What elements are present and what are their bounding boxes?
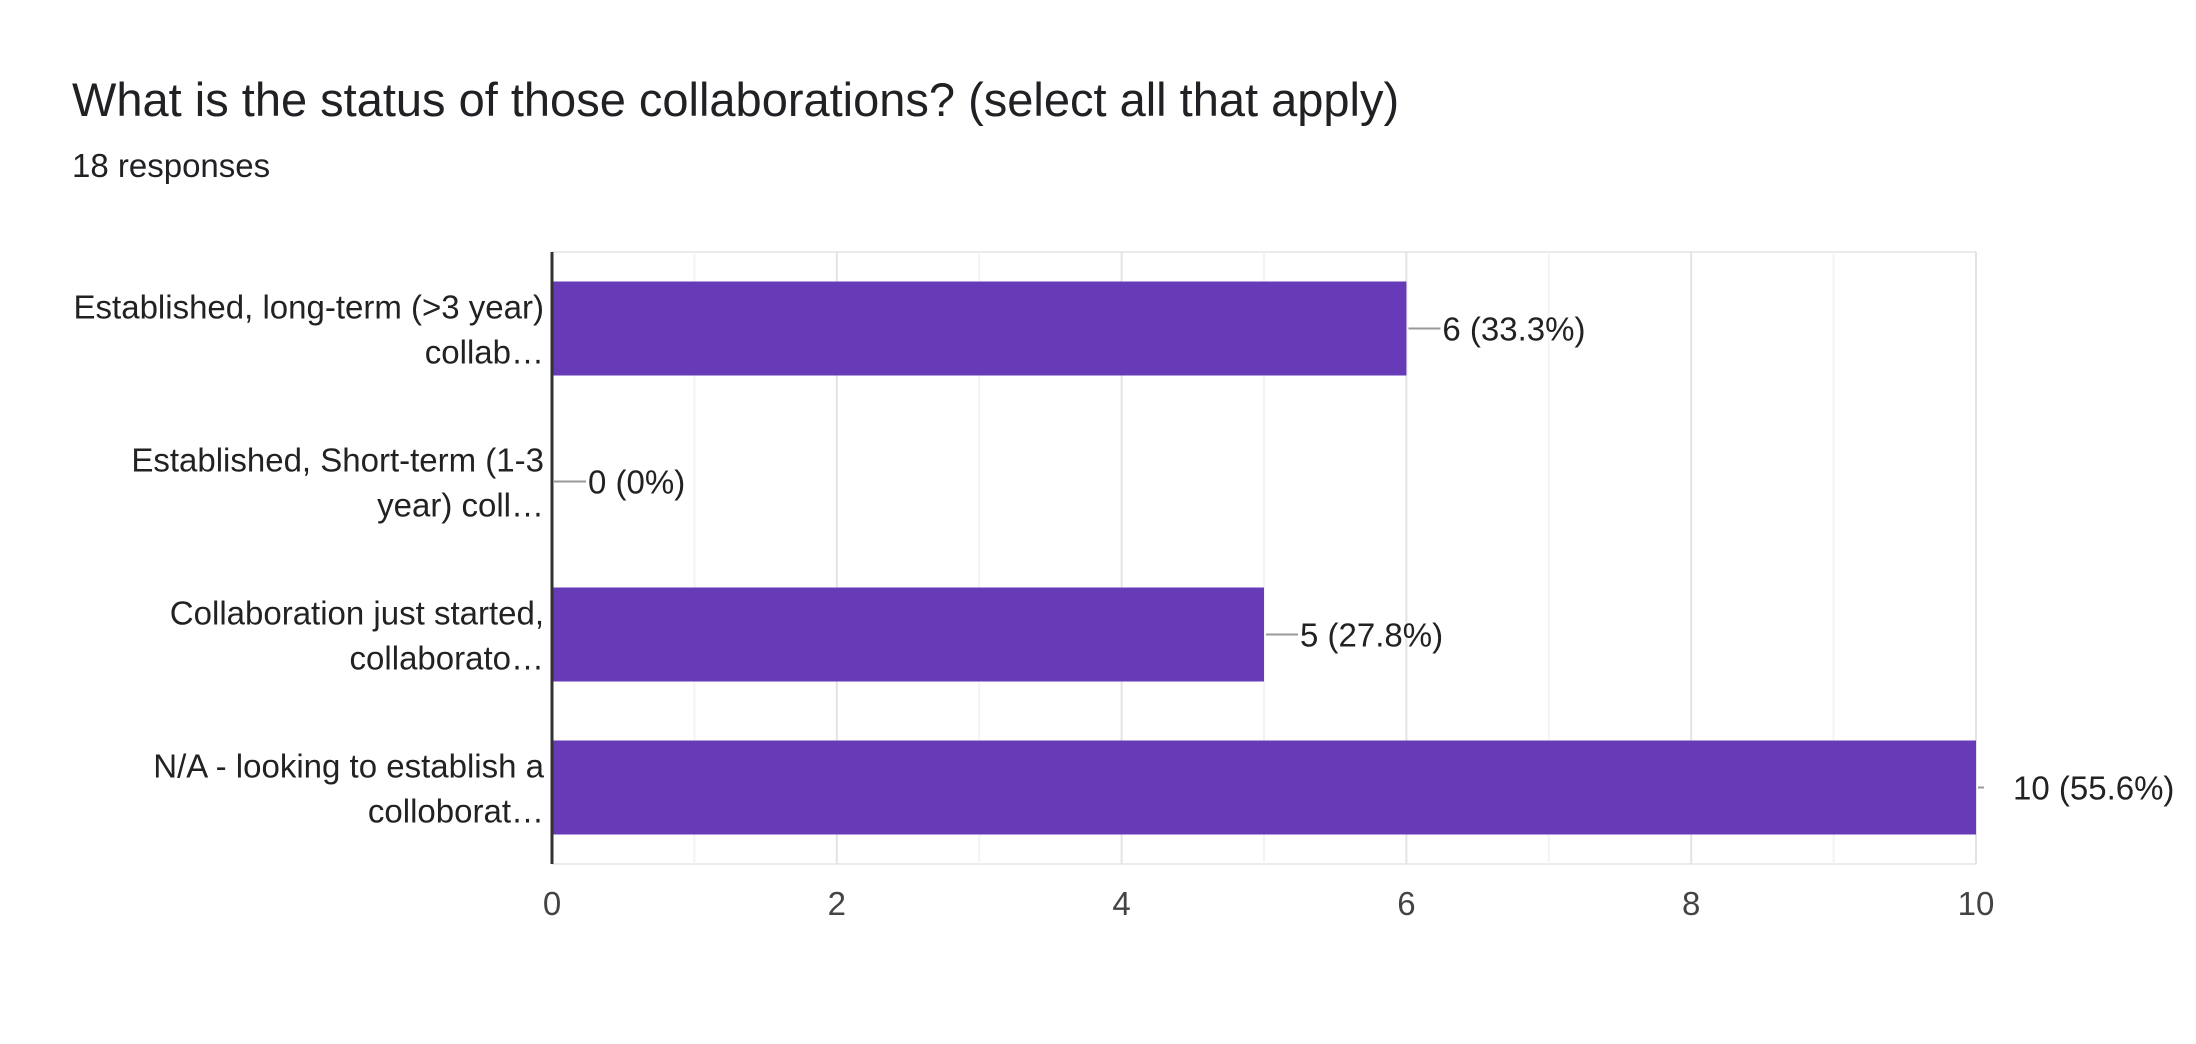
category-label: year) coll… [377, 487, 544, 524]
x-tick-label: 0 [543, 885, 561, 922]
chart-title: What is the status of those collaboratio… [72, 73, 1400, 126]
category-label: colloborat… [368, 793, 544, 830]
x-tick-label: 10 [1958, 885, 1995, 922]
bar [552, 587, 1264, 682]
category-label: collaborato… [350, 640, 544, 677]
response-count: 18 responses [72, 147, 271, 184]
bar [552, 740, 1976, 835]
x-tick-label: 4 [1112, 885, 1130, 922]
data-label: 6 (33.3%) [1442, 311, 1585, 348]
category-label: Established, long-term (>3 year) [74, 289, 544, 326]
x-tick-label: 6 [1397, 885, 1415, 922]
x-tick-label: 2 [828, 885, 846, 922]
data-label: 0 (0%) [588, 464, 685, 501]
category-label: collab… [425, 334, 544, 371]
data-label: 10 (55.6%) [2013, 770, 2174, 807]
x-tick-label: 8 [1682, 885, 1700, 922]
data-label: 5 (27.8%) [1300, 617, 1443, 654]
category-label: N/A - looking to establish a [153, 748, 544, 785]
category-label: Collaboration just started, [170, 595, 544, 632]
category-label: Established, Short-term (1-3 [131, 442, 544, 479]
bar [552, 281, 1407, 376]
